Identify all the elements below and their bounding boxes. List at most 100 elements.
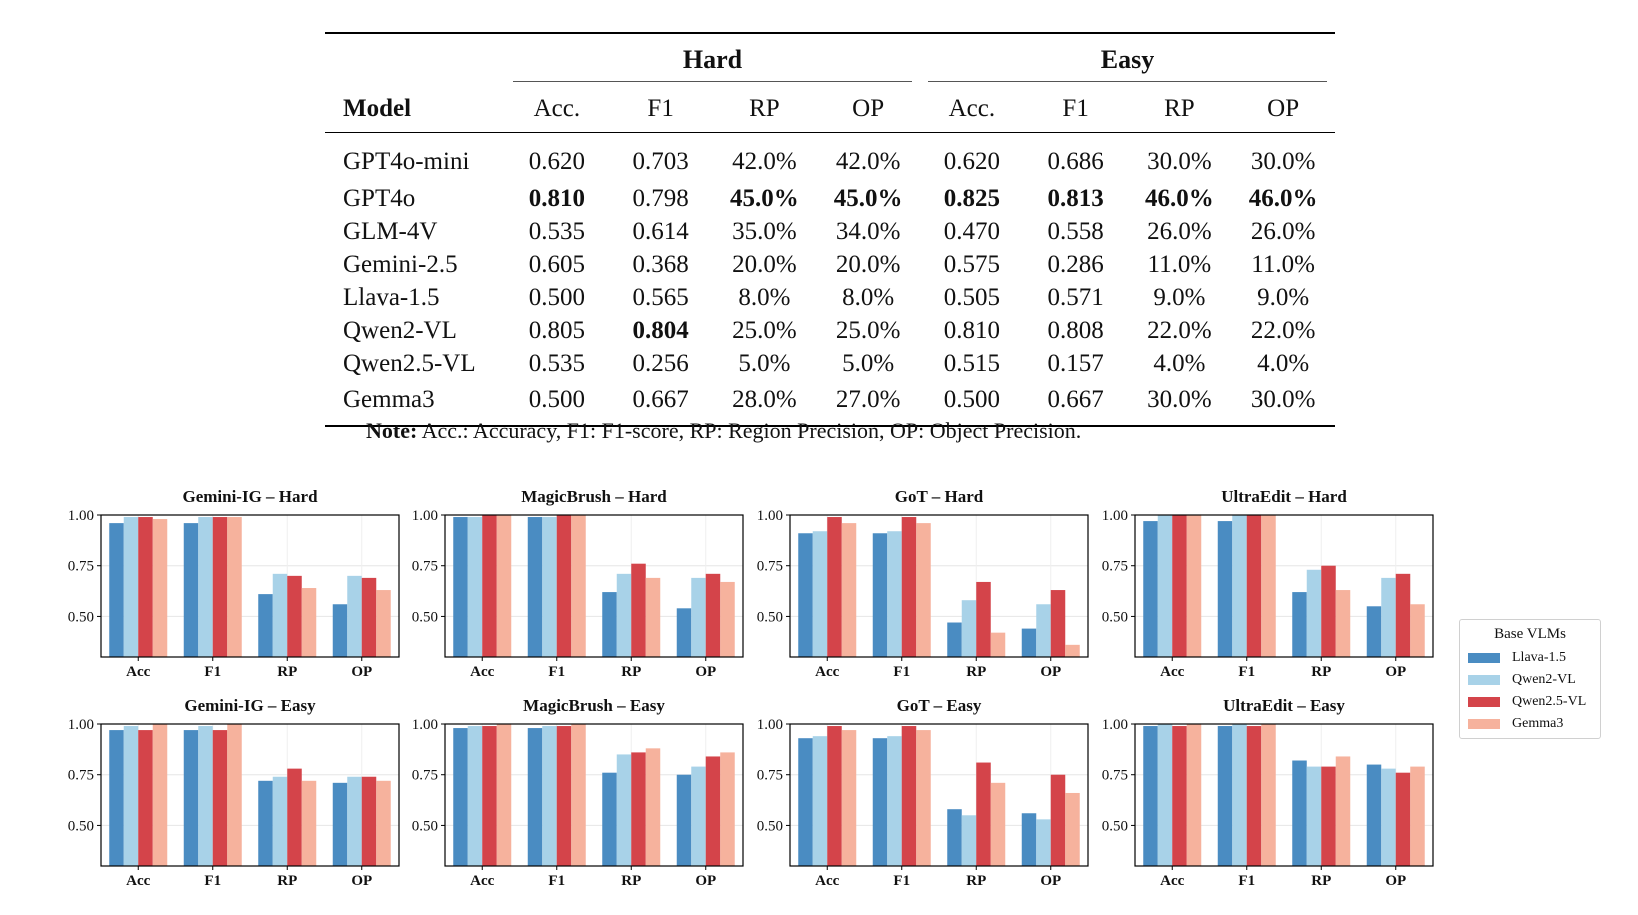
bar — [527, 517, 543, 657]
bar — [1335, 756, 1351, 866]
table-cell: 0.808 — [1047, 316, 1104, 344]
bar — [705, 573, 721, 657]
bar-chart: 0.50 0.75 1.00 Acc F1 RP OP UltraEdit – Easy — [1102, 696, 1434, 889]
bar — [138, 730, 153, 866]
legend-item: Qwen2.5-VL — [1460, 691, 1600, 713]
bar — [272, 776, 288, 866]
x-tick-label: F1 — [548, 664, 565, 680]
bar — [1021, 628, 1037, 657]
bar — [1246, 515, 1262, 657]
legend-label: Qwen2-VL — [1512, 672, 1576, 687]
bar — [1021, 813, 1037, 866]
table-cell: 22.0% — [1147, 316, 1212, 344]
plot-frame — [100, 514, 400, 658]
bar — [453, 728, 468, 866]
bar — [1050, 774, 1066, 866]
bar — [691, 577, 706, 657]
bar — [496, 515, 512, 657]
bar — [1292, 592, 1307, 657]
table-cell: 0.620 — [943, 147, 1000, 175]
bar — [376, 590, 391, 657]
bar — [1143, 521, 1158, 657]
model-name-cell: Qwen2.5-VL — [343, 349, 476, 377]
x-tick-label: Acc — [815, 873, 839, 889]
y-tick-label: 0.75 — [68, 768, 94, 784]
bar — [602, 772, 617, 866]
bar — [705, 756, 721, 866]
table-cell: 0.703 — [632, 147, 689, 175]
bar — [827, 517, 842, 657]
x-tick-label: F1 — [893, 664, 910, 680]
model-name-cell: GPT4o-mini — [343, 147, 470, 175]
x-tick-label: F1 — [1238, 664, 1255, 680]
bar — [183, 730, 199, 866]
bar — [1065, 792, 1080, 866]
table-cell: 8.0% — [738, 283, 791, 311]
bar — [872, 533, 888, 657]
table-row: Llava-1.5 0.500 0.565 8.0% 8.0% 0.505 0.571 9.0… — [325, 281, 1335, 314]
table-cell: 0.825 — [943, 184, 1000, 212]
table-cell: 0.810 — [528, 184, 585, 212]
bar-chart: 0.50 0.75 1.00 Acc F1 RP OP GoT – Easy — [757, 696, 1089, 889]
bar — [872, 738, 888, 866]
bar — [1410, 604, 1425, 657]
table-cell: 11.0% — [1251, 250, 1315, 278]
bar — [631, 752, 646, 866]
chart-title: UltraEdit – Hard — [1221, 487, 1347, 506]
table-cell: 26.0% — [1250, 217, 1316, 245]
x-tick-label: OP — [695, 873, 716, 889]
legend-item: Gemma3 — [1460, 713, 1600, 735]
table-cell: 28.0% — [732, 385, 797, 413]
bar — [887, 531, 902, 657]
x-tick-label: OP — [1040, 664, 1061, 680]
legend-label: Gemma3 — [1512, 716, 1564, 731]
x-tick-label: OP — [695, 664, 716, 680]
table-cell: 45.0% — [833, 184, 903, 212]
results-table: Hard Easy Model Acc. F1 RP OP Acc. F1 RP… — [325, 32, 1335, 427]
column-header: F1 — [1062, 95, 1089, 122]
table-cell: 46.0% — [1248, 184, 1318, 212]
y-tick-label: 0.75 — [757, 768, 783, 784]
table-cell: 25.0% — [732, 316, 797, 344]
table-cell: 5.0% — [842, 349, 895, 377]
model-name-cell: Llava-1.5 — [343, 283, 440, 311]
bar — [1143, 726, 1158, 866]
bar — [556, 515, 572, 657]
bar-chart: 0.50 0.75 1.00 Acc F1 RP OP UltraEdit – Hard — [1102, 487, 1434, 680]
bar — [482, 726, 497, 866]
y-tick-label: 1.00 — [1102, 508, 1128, 524]
bar — [227, 724, 242, 866]
x-tick-label: RP — [1311, 664, 1331, 680]
x-tick-label: OP — [1385, 873, 1406, 889]
bar — [1217, 726, 1233, 866]
bar — [1366, 764, 1382, 866]
x-tick-label: OP — [1385, 664, 1406, 680]
plot-frame — [444, 723, 744, 867]
table-cell: 0.686 — [1047, 147, 1104, 175]
bar — [1232, 515, 1247, 657]
y-tick-label: 0.50 — [1102, 609, 1128, 625]
bar — [482, 515, 497, 657]
table-cell: 0.620 — [528, 147, 585, 175]
column-header: F1 — [647, 95, 674, 122]
y-tick-label: 1.00 — [1102, 717, 1128, 733]
bar — [841, 730, 857, 866]
bar — [990, 782, 1006, 866]
table-note: Note: Acc.: Accuracy, F1: F1-score, RP: … — [366, 418, 1081, 444]
bar — [109, 523, 124, 657]
model-name-cell: Gemini-2.5 — [343, 250, 458, 278]
bar — [976, 762, 991, 866]
x-tick-label: RP — [621, 664, 641, 680]
bar — [152, 519, 168, 657]
bar-chart: 0.50 0.75 1.00 Acc F1 RP OP Gemini-IG – Easy — [68, 696, 400, 889]
x-tick-label: RP — [1311, 873, 1331, 889]
y-tick-label: 1.00 — [757, 717, 783, 733]
bar — [676, 608, 692, 657]
table-cell: 0.798 — [632, 184, 689, 212]
column-header: RP — [749, 95, 780, 122]
legend-item: Llava-1.5 — [1460, 647, 1600, 669]
legend-title: Base VLMs — [1494, 626, 1566, 642]
legend-item: Qwen2-VL — [1460, 669, 1600, 691]
plot-frame — [789, 514, 1089, 658]
table-cell: 34.0% — [835, 217, 901, 245]
